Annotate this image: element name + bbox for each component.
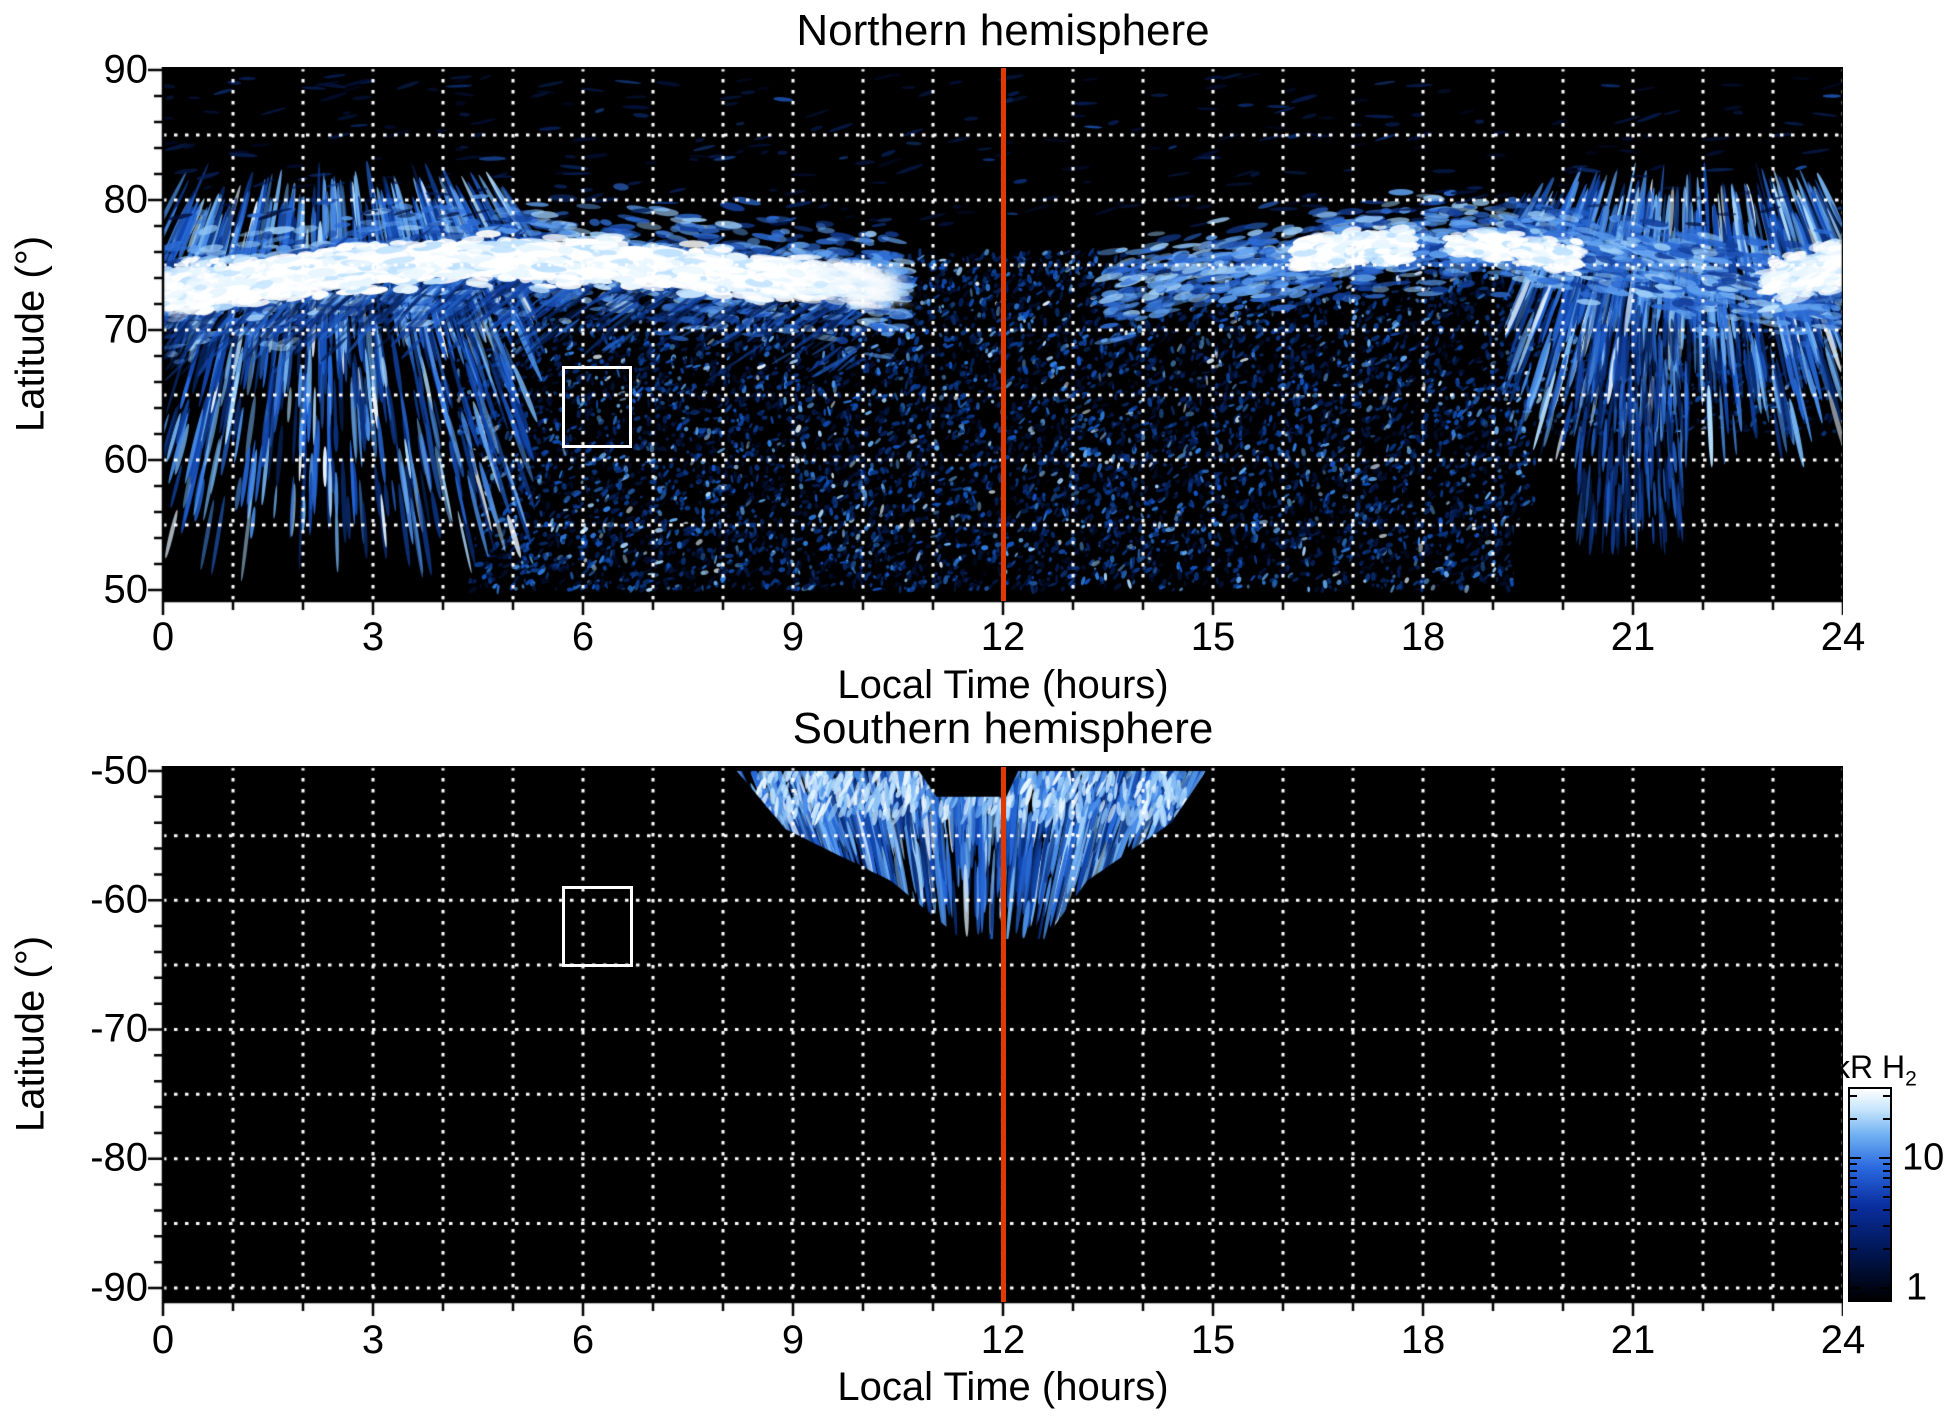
y-tick-label: -60 — [90, 877, 148, 922]
colorbar-tick — [1850, 1177, 1857, 1180]
south-heatmap-canvas — [138, 766, 1843, 1322]
noon-line-north — [1000, 68, 1006, 601]
x-tick-label: 0 — [151, 1318, 175, 1362]
colorbar-tick — [1879, 1287, 1890, 1289]
x-tick-label: 18 — [1400, 1318, 1446, 1362]
x-tick-label: 6 — [571, 615, 595, 659]
colorbar-tick — [1850, 1185, 1857, 1188]
colorbar-tick — [1883, 1196, 1890, 1199]
x-tick-label: 12 — [980, 1318, 1026, 1362]
noon-line-south — [1000, 767, 1006, 1302]
x-axis-label-south: Local Time (hours) — [837, 1365, 1169, 1409]
colorbar-tick — [1850, 1224, 1857, 1227]
y-tick-label: 90 — [103, 47, 149, 92]
colorbar-tick — [1883, 1177, 1890, 1180]
x-axis-label-north: Local Time (hours) — [837, 663, 1169, 707]
x-tick-label: 24 — [1820, 1318, 1866, 1362]
colorbar-tick — [1850, 1157, 1861, 1159]
selection-box-north — [562, 366, 632, 449]
y-axis-label-north: Latitude (°) — [8, 235, 53, 433]
colorbar-tick-label-1: 1 — [1906, 1266, 1928, 1309]
colorbar-tick — [1850, 1094, 1857, 1097]
panel-title-south: Southern hemisphere — [792, 704, 1214, 753]
colorbar-tick — [1883, 1247, 1890, 1250]
colorbar-tick — [1883, 1117, 1890, 1120]
colorbar-tick — [1850, 1208, 1857, 1211]
colorbar-tick — [1850, 1196, 1857, 1199]
panel-title-north: Northern hemisphere — [796, 6, 1210, 55]
y-axis-label-south: Latitude (°) — [8, 935, 53, 1133]
x-tick-label: 3 — [361, 615, 385, 659]
y-tick-label: -70 — [90, 1006, 148, 1051]
colorbar-tick — [1883, 1162, 1890, 1165]
colorbar-tick — [1883, 1208, 1890, 1211]
y-tick-label: -80 — [90, 1135, 148, 1180]
colorbar-tick — [1883, 1094, 1890, 1097]
colorbar-tick — [1850, 1169, 1857, 1172]
colorbar-tick — [1850, 1287, 1861, 1289]
x-tick-label: 15 — [1190, 615, 1236, 659]
x-tick-label: 9 — [781, 615, 805, 659]
y-tick-label: 50 — [103, 567, 149, 612]
x-tick-label: 18 — [1400, 615, 1446, 659]
x-tick-label: 3 — [361, 1318, 385, 1362]
x-tick-label: 24 — [1820, 615, 1866, 659]
colorbar-tick — [1883, 1169, 1890, 1172]
colorbar-tick — [1850, 1162, 1857, 1165]
north-heatmap-canvas — [138, 67, 1843, 623]
x-tick-label: 15 — [1190, 1318, 1236, 1362]
colorbar-gradient — [1848, 1087, 1892, 1302]
y-tick-label: -90 — [90, 1265, 148, 1310]
x-tick-label: 21 — [1610, 1318, 1656, 1362]
selection-box-south — [562, 886, 633, 968]
x-tick-label: 21 — [1610, 615, 1656, 659]
colorbar-tick — [1883, 1185, 1890, 1188]
colorbar-tick-label-10: 10 — [1902, 1136, 1945, 1179]
x-tick-label: 12 — [980, 615, 1026, 659]
y-tick-label: 80 — [103, 177, 149, 222]
colorbar-unit-label: kR H2 — [1834, 1049, 1917, 1091]
y-tick-label: -50 — [90, 748, 148, 793]
colorbar-tick — [1879, 1157, 1890, 1159]
colorbar-tick — [1883, 1224, 1890, 1227]
y-tick-label: 70 — [103, 307, 149, 352]
x-tick-label: 9 — [781, 1318, 805, 1362]
x-tick-label: 6 — [571, 1318, 595, 1362]
y-tick-label: 60 — [103, 437, 149, 482]
x-tick-label: 0 — [151, 615, 175, 659]
colorbar-unit-subscript: 2 — [1905, 1067, 1917, 1091]
colorbar-tick — [1850, 1247, 1857, 1250]
colorbar-tick — [1850, 1117, 1857, 1120]
